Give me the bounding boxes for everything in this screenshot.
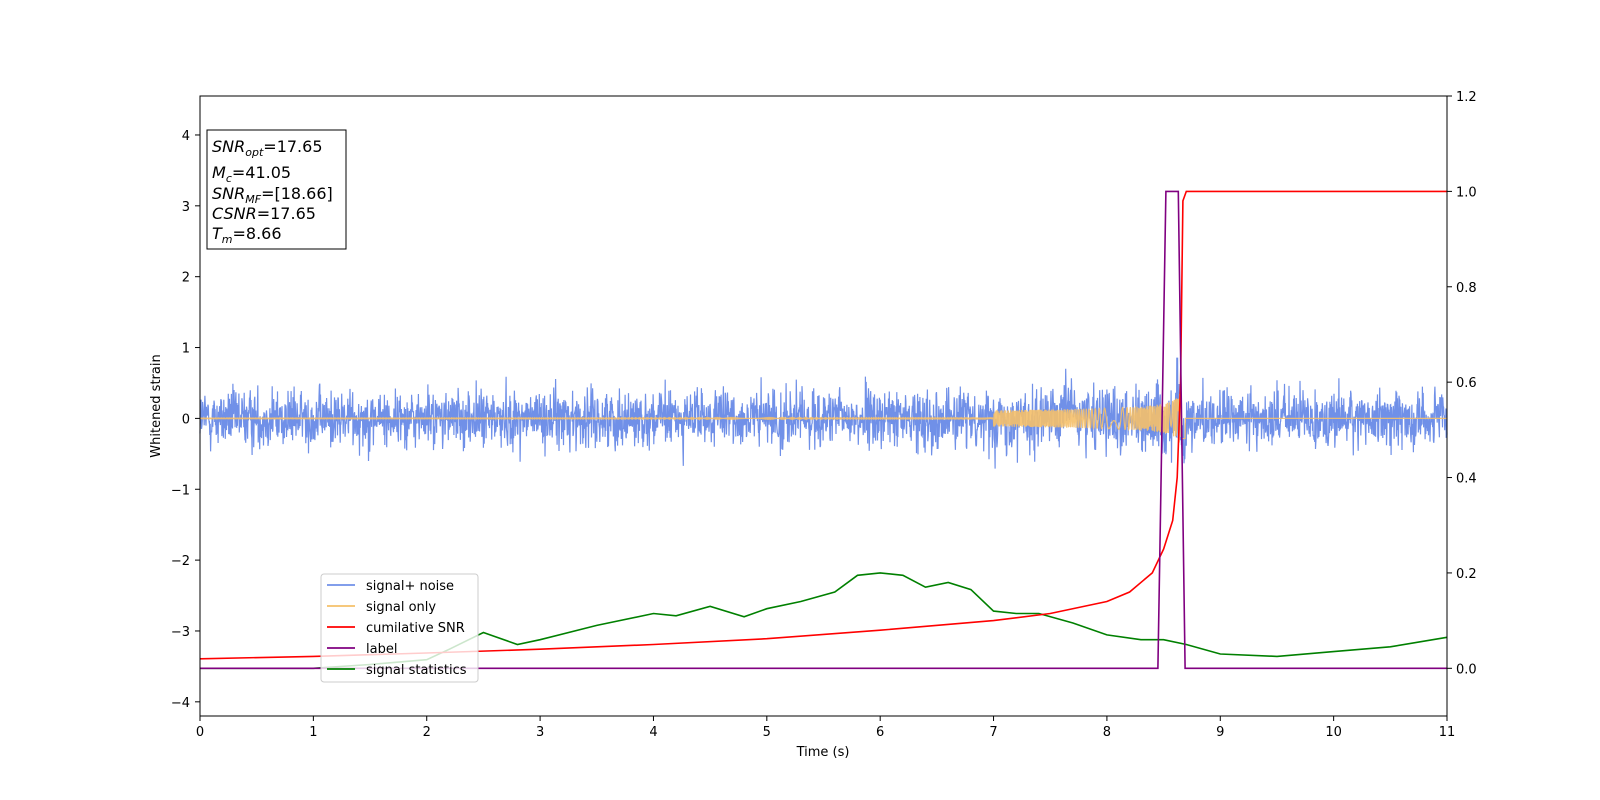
signal-noise-series (199, 357, 1448, 469)
plot-area (199, 190, 1448, 670)
legend-label: signal+ noise (366, 579, 454, 594)
plot-frame (199, 95, 1448, 717)
x-tick-label: 10 (1325, 725, 1342, 740)
y-left-tick-label: −1 (171, 483, 190, 498)
legend-label: label (366, 642, 397, 657)
snr-mf-text: SNRMF=[18.66] (212, 184, 333, 206)
y-right-tick-label: 0.0 (1456, 662, 1477, 677)
left-y-axis: −4 −3 −2 −1 0 1 2 3 4 (171, 129, 200, 711)
info-box-frame (206, 129, 347, 250)
y-left-tick-label: −4 (171, 696, 190, 711)
y-left-tick-label: 1 (182, 342, 190, 357)
tm-text: Tm=8.66 (212, 224, 282, 246)
y-right-tick-label: 1.2 (1456, 90, 1477, 105)
signal-only-series (199, 393, 1447, 443)
x-tick-label: 8 (1103, 725, 1111, 740)
snr-opt-text: SNRopt=17.65 (212, 137, 323, 159)
y-left-tick-label: 3 (182, 200, 190, 215)
x-tick-label: 11 (1439, 725, 1456, 740)
y-left-tick-label: 4 (182, 129, 190, 144)
x-tick-label: 1 (309, 725, 317, 740)
y-left-tick-label: −2 (171, 554, 190, 569)
legend-label: cumilative SNR (366, 621, 465, 636)
y-right-tick-label: 1.0 (1456, 185, 1477, 200)
legend: signal+ noise signal only cumilative SNR la… (320, 573, 479, 683)
y-axis-label: Whitened strain (149, 354, 164, 457)
x-tick-label: 6 (876, 725, 884, 740)
x-tick-label: 4 (649, 725, 657, 740)
signal-statistics-line (200, 572, 1448, 670)
csnr-text: CSNR=17.65 (212, 204, 316, 223)
y-left-tick-label: 0 (182, 412, 190, 427)
y-right-tick-label: 0.4 (1456, 472, 1477, 487)
right-axis-series (199, 190, 1448, 670)
legend-label: signal statistics (366, 663, 467, 678)
y-left-tick-label: 2 (182, 271, 190, 286)
y-right-tick-label: 0.2 (1456, 567, 1477, 582)
mc-text: Mc=41.05 (212, 163, 291, 185)
x-tick-label: 7 (989, 725, 997, 740)
label-line (200, 190, 1447, 670)
y-right-tick-label: 0.8 (1456, 281, 1477, 296)
x-tick-label: 5 (763, 725, 771, 740)
signal-only-line (199, 393, 1447, 443)
legend-label: signal only (366, 600, 436, 615)
x-tick-label: 2 (423, 725, 431, 740)
y-left-tick-label: −3 (171, 625, 190, 640)
x-axis: 0 1 2 3 4 5 6 7 8 9 10 11 (196, 716, 1455, 740)
x-axis-label: Time (s) (796, 745, 850, 760)
signal-noise-line (199, 357, 1448, 469)
x-tick-label: 0 (196, 725, 204, 740)
legend-frame (320, 573, 479, 683)
x-tick-label: 9 (1216, 725, 1224, 740)
x-tick-label: 3 (536, 725, 544, 740)
right-y-axis: 0.0 0.2 0.4 0.6 0.8 1.0 1.2 (1447, 90, 1477, 677)
y-right-tick-label: 0.6 (1456, 376, 1477, 391)
info-box: SNRopt=17.65 Mc=41.05 SNRMF=[18.66] CSNR… (206, 129, 347, 250)
